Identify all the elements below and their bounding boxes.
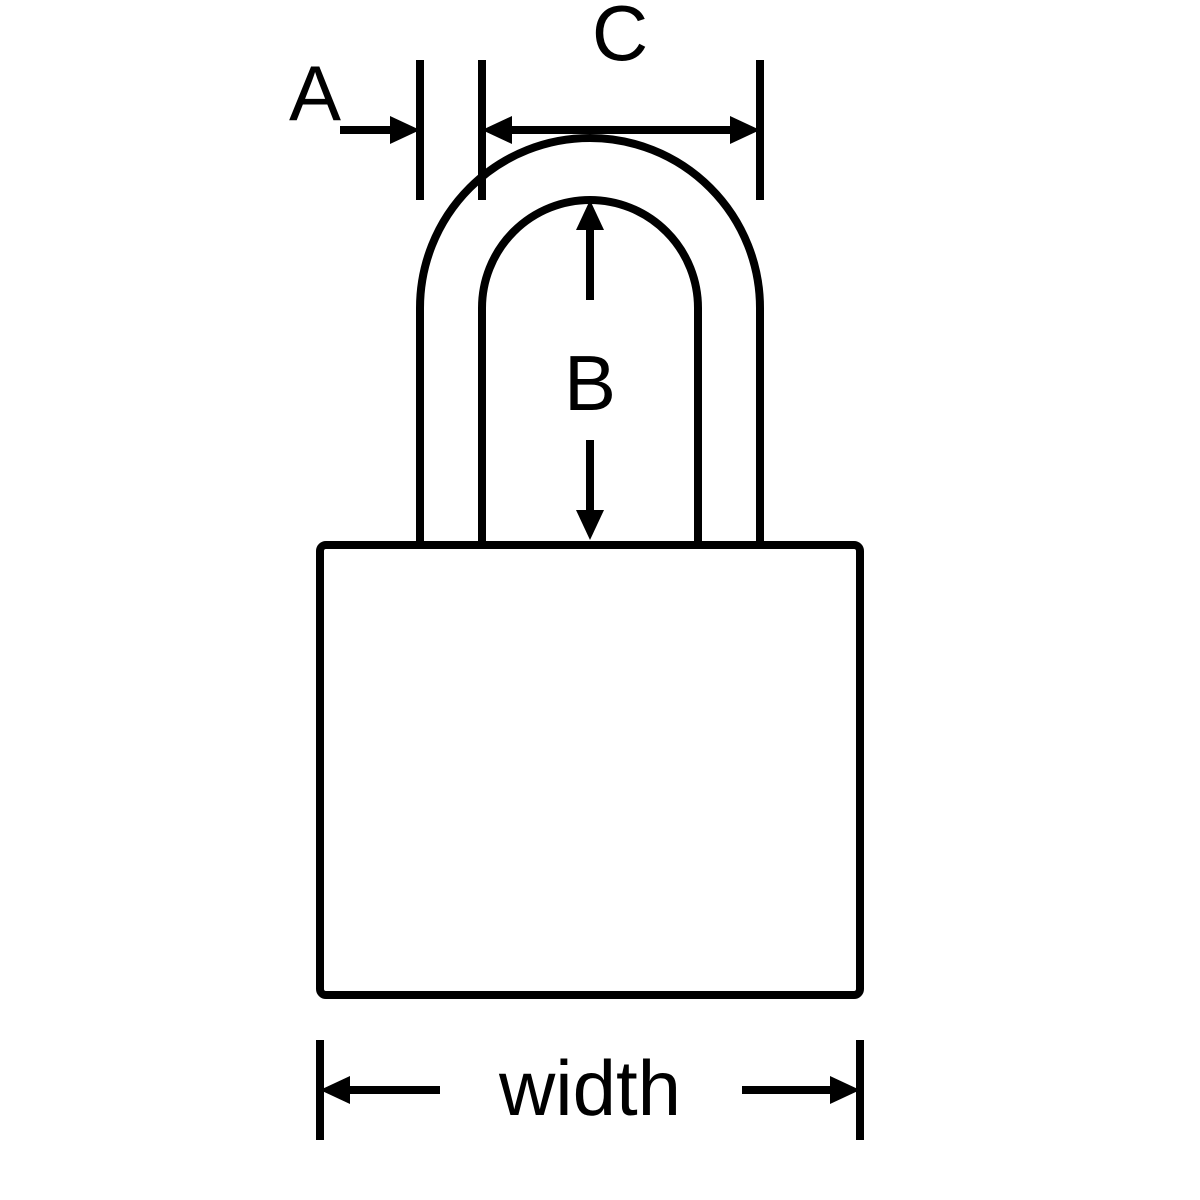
dim-label-a: A xyxy=(289,49,341,137)
padlock-body xyxy=(320,545,860,995)
dim-label-c: C xyxy=(592,0,648,77)
dim-label-width: width xyxy=(498,1044,681,1132)
dim-label-b: B xyxy=(564,339,616,427)
